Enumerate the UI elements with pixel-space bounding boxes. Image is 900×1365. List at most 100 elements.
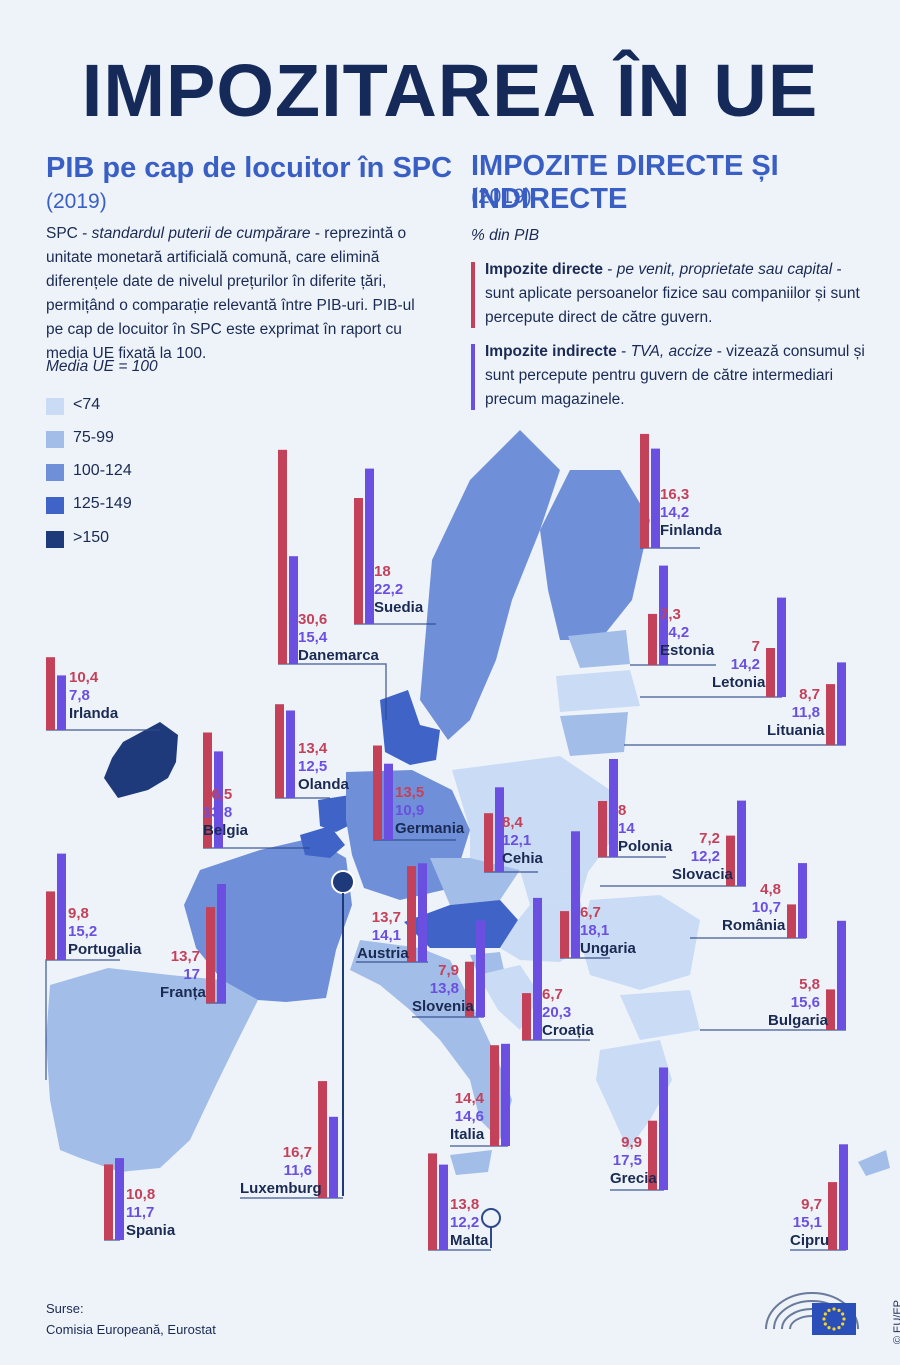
country-label-ungaria: 6,7 18,1 Ungaria xyxy=(580,904,636,958)
country-name: Irlanda xyxy=(69,705,119,722)
bar-indirect-suedia xyxy=(365,468,374,624)
legend-label: <74 xyxy=(73,396,101,413)
country-label-grecia: 9,9 17,5 Grecia xyxy=(610,1134,657,1188)
region-grecia xyxy=(596,1040,672,1150)
indirect-value: 14,6 xyxy=(454,1108,484,1125)
bar-direct-irlanda xyxy=(46,657,55,730)
direct-tax-legend: Impozite directe - pe venit, proprietate… xyxy=(471,258,871,330)
legend-label: >150 xyxy=(73,529,110,546)
indirect-value: 17,5 xyxy=(612,1152,642,1169)
indirect-value: 12,1 xyxy=(502,832,532,849)
bar-indirect-romania xyxy=(798,863,807,938)
region-romania xyxy=(580,895,700,990)
direct-value: 6,7 xyxy=(580,904,601,921)
spc-abbr: SPC - xyxy=(46,225,92,242)
bar-direct-franta xyxy=(206,907,215,1003)
region-italia xyxy=(350,940,512,1140)
indirect-value: 14,1 xyxy=(371,927,401,944)
bar-direct-finlanda xyxy=(640,433,649,548)
direct-value: 9,8 xyxy=(68,905,89,922)
eu-star xyxy=(841,1322,845,1326)
country-name: Suedia xyxy=(374,599,424,616)
left-heading: PIB pe cap de locuitor în SPC xyxy=(46,152,453,184)
country-name: Cipru xyxy=(790,1232,830,1249)
bar-direct-malta xyxy=(428,1153,437,1250)
country-label-croatia: 6,7 20,3 Croația xyxy=(542,986,594,1040)
direct-value: 7,2 xyxy=(699,830,720,847)
country-label-luxemburg: 16,7 11,6 Luxemburg xyxy=(240,1144,322,1198)
indirect-value: 20,3 xyxy=(542,1004,572,1021)
bar-indirect-malta xyxy=(439,1164,448,1250)
bar-indirect-cipru xyxy=(839,1144,848,1250)
country-label-austria: 13,7 14,1 Austria xyxy=(357,909,409,963)
country-name: Slovacia xyxy=(672,866,733,883)
bar-indirect-spania xyxy=(115,1158,124,1240)
direct-value: 6,7 xyxy=(542,986,563,1003)
bar-indirect-belgia xyxy=(214,751,223,848)
bar-indirect-slovacia xyxy=(737,800,746,886)
direct-value: 4,8 xyxy=(760,881,781,898)
bar-direct-letonia xyxy=(766,648,775,697)
region-sicilia xyxy=(450,1150,492,1175)
eu-star xyxy=(823,1312,827,1316)
page-title: IMPOZITAREA ÎN UE xyxy=(81,49,819,132)
country-name: Italia xyxy=(450,1126,485,1143)
direct-value: 13,8 xyxy=(450,1196,480,1213)
country-label-slovacia: 7,2 12,2 Slovacia xyxy=(672,830,733,884)
indirect-value: 10,7 xyxy=(751,899,781,916)
bar-direct-bulgaria xyxy=(826,989,835,1030)
indirect-value: 14,2 xyxy=(730,656,760,673)
direct-value: 16,5 xyxy=(203,786,233,803)
indirect-value: 13,8 xyxy=(429,980,459,997)
copyright-credit: © EU/EP xyxy=(892,1300,900,1344)
leader-line-danemarca xyxy=(278,663,387,720)
bar-indirect-germania xyxy=(384,763,393,840)
bar-indirect-ungaria xyxy=(571,831,580,958)
eu-star xyxy=(827,1326,831,1330)
country-label-spania: 10,8 11,7 Spania xyxy=(126,1186,175,1240)
bar-direct-cehia xyxy=(484,813,493,872)
bar-indirect-portugalia xyxy=(57,853,66,960)
region-portugalia xyxy=(46,985,80,1158)
direct-value: 30,6 xyxy=(298,611,328,628)
country-name: Polonia xyxy=(618,838,673,855)
legend-swatch xyxy=(46,398,64,415)
legend-label: 100-124 xyxy=(73,462,132,479)
country-label-lituania: 8,7 11,8 Lituania xyxy=(767,686,825,740)
malta-locator-icon xyxy=(481,1208,501,1248)
bar-direct-belgia xyxy=(203,732,212,848)
country-name: Estonia xyxy=(660,642,715,659)
legend-swatch xyxy=(46,531,64,548)
direct-value: 7,9 xyxy=(438,962,459,979)
region-finlanda xyxy=(540,470,650,640)
bar-indirect-polonia xyxy=(609,759,618,857)
country-label-olanda: 13,4 12,5 Olanda xyxy=(298,740,349,794)
region-danemarca xyxy=(380,690,440,765)
bar-direct-estonia xyxy=(648,613,657,665)
country-label-bulgaria: 5,8 15,6 Bulgaria xyxy=(768,976,828,1030)
country-label-germania: 13,5 10,9 Germania xyxy=(395,784,464,838)
country-name: Danemarca xyxy=(298,647,379,664)
bar-indirect-danemarca xyxy=(289,556,298,664)
indirect-value: 18,1 xyxy=(580,922,610,939)
region-austria xyxy=(404,900,518,948)
country-name: Cehia xyxy=(502,850,543,867)
bar-direct-suedia xyxy=(354,498,363,624)
indirect-value: 15,2 xyxy=(68,923,98,940)
eu-star xyxy=(837,1308,841,1312)
country-name: Germania xyxy=(395,820,465,837)
region-irlanda xyxy=(104,722,178,798)
direct-value: 8,7 xyxy=(799,686,820,703)
legend-swatch xyxy=(46,497,64,514)
bar-indirect-letonia xyxy=(777,597,786,697)
legend-label: 125-149 xyxy=(73,495,132,512)
region-letonia xyxy=(556,670,640,712)
indirect-value: 7,8 xyxy=(69,687,90,704)
direct-value: 7 xyxy=(751,638,760,655)
country-name: Ungaria xyxy=(580,940,636,957)
bar-direct-croatia xyxy=(522,993,531,1040)
country-name: Letonia xyxy=(712,674,766,691)
eu-star xyxy=(832,1327,836,1331)
bar-direct-romania xyxy=(787,904,796,938)
sources-list: Comisia Europeană, Eurostat xyxy=(46,1322,216,1337)
